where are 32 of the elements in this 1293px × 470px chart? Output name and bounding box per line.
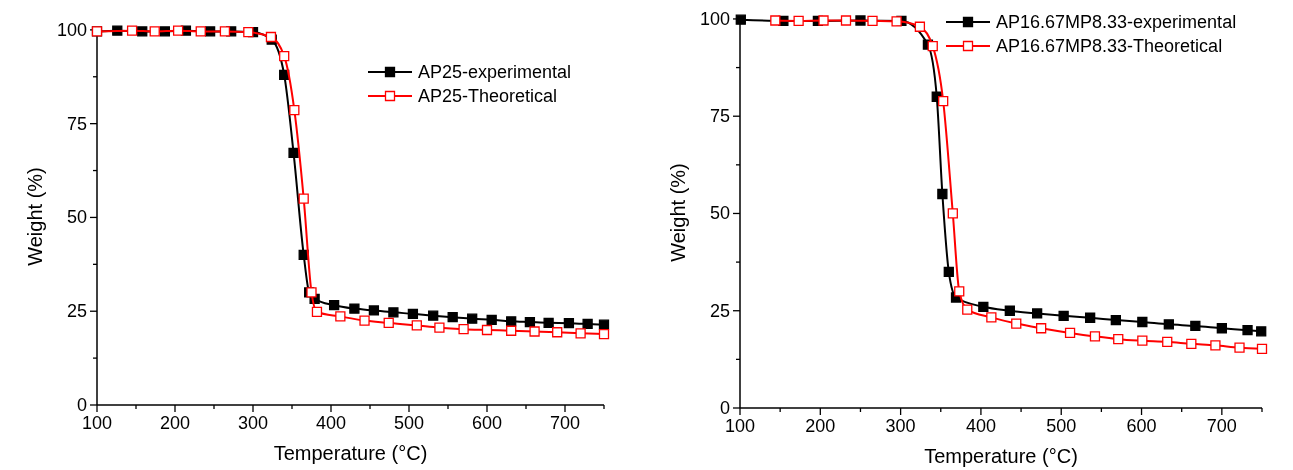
x-tick-label: 600 (471, 413, 503, 433)
x-tick-label: 300 (237, 413, 269, 433)
y-tick-label: 25 (66, 301, 87, 322)
x-tick-label: 200 (805, 416, 836, 436)
x-tick-label: 300 (885, 416, 916, 436)
x-tick-label: 400 (965, 416, 996, 436)
x-tick-label: 700 (549, 413, 581, 433)
x-tick-label: 400 (315, 413, 347, 433)
y-tick-label: 100 (699, 8, 730, 29)
legend-label: AP16.67MP8.33-Theoretical (996, 36, 1223, 56)
y-tick-label: 50 (66, 207, 87, 228)
y-tick-label: 100 (56, 19, 87, 40)
legend-label: AP25-experimental (418, 62, 572, 82)
y-axis-title: Weight (%) (24, 167, 46, 266)
y-tick-label: 25 (709, 300, 730, 321)
legend-label: AP16.67MP8.33-experimental (996, 12, 1237, 32)
x-tick-label: 500 (393, 413, 425, 433)
x-tick-label: 600 (1126, 416, 1157, 436)
y-tick-label: 75 (709, 106, 730, 127)
x-tick-label: 100 (724, 416, 756, 436)
x-tick-label: 700 (1206, 416, 1237, 436)
y-tick-label: 0 (76, 395, 87, 415)
x-tick-label: 500 (1046, 416, 1077, 436)
x-tick-label: 100 (81, 413, 113, 433)
legend-label: AP25-Theoretical (418, 86, 558, 106)
y-tick-label: 75 (66, 113, 87, 134)
y-tick-label: 50 (709, 203, 730, 224)
y-tick-label: 0 (719, 398, 730, 418)
x-tick-label: 200 (159, 413, 191, 433)
y-axis-title: Weight (%) (667, 163, 689, 262)
x-axis-title: Temperature (°C) (924, 445, 1078, 467)
x-axis-title: Temperature (°C) (273, 442, 428, 464)
